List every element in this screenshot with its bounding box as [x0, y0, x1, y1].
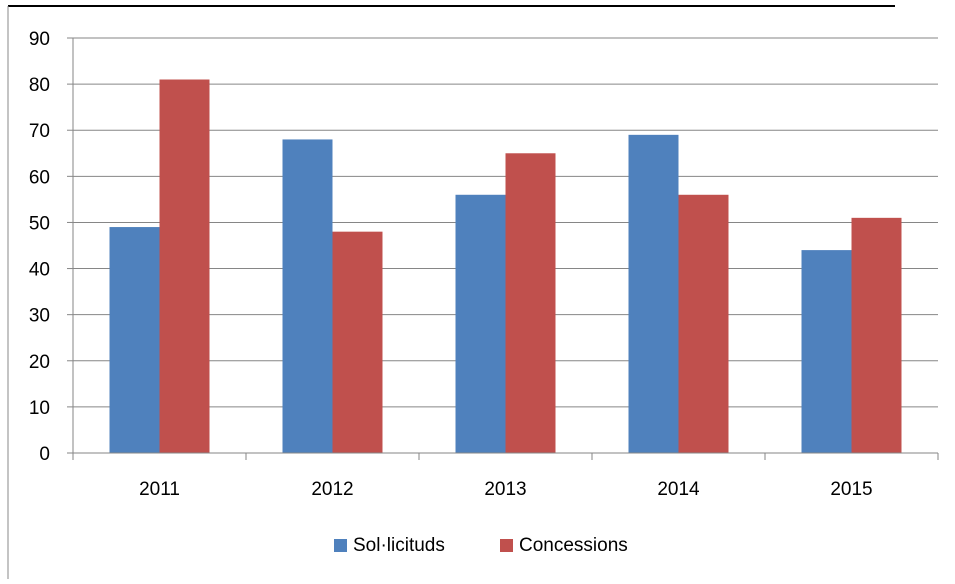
bar-sollicituds-2013 — [455, 194, 506, 453]
x-tick-label-2011: 2011 — [139, 479, 180, 500]
y-tick-label: 90 — [29, 29, 50, 50]
bars — [109, 79, 902, 454]
bar-concessions-2012 — [332, 231, 383, 453]
y-tick-label: 60 — [29, 167, 50, 188]
x-tick-label-2015: 2015 — [830, 479, 872, 500]
bar-concessions-2015 — [851, 217, 902, 453]
x-tick-label-2014: 2014 — [657, 479, 700, 500]
legend-swatch-sollicituds — [334, 539, 347, 552]
y-tick-label: 80 — [29, 75, 50, 96]
bar-concessions-2011 — [159, 79, 210, 453]
y-tick-label: 40 — [29, 260, 50, 281]
y-tick-label: 50 — [29, 213, 50, 234]
y-tick-label: 0 — [39, 444, 50, 465]
bar-sollicituds-2012 — [282, 139, 333, 453]
bar-sollicituds-2014 — [628, 134, 679, 454]
x-tick-labels: 2011 2012 2013 2014 2015 — [139, 479, 873, 500]
bar-concessions-2014 — [678, 194, 729, 453]
bar-sollicituds-2015 — [801, 250, 852, 453]
x-tick-label-2012: 2012 — [311, 479, 353, 500]
legend-label-concessions: Concessions — [519, 535, 628, 556]
legend: Sol·licituds Concessions — [334, 535, 628, 556]
legend-label-sollicituds: Sol·licituds — [353, 535, 445, 556]
y-tick-label: 30 — [29, 306, 50, 327]
y-tick-labels: 0 10 20 30 40 50 60 70 80 90 — [29, 29, 50, 465]
y-tick-label: 20 — [29, 352, 50, 373]
y-tick-label: 10 — [29, 398, 50, 419]
y-tick-label: 70 — [29, 121, 50, 142]
bar-concessions-2013 — [505, 153, 556, 453]
x-tick-label-2013: 2013 — [484, 479, 526, 500]
legend-swatch-concessions — [500, 539, 513, 552]
bar-sollicituds-2011 — [109, 227, 160, 453]
axes — [67, 37, 939, 460]
